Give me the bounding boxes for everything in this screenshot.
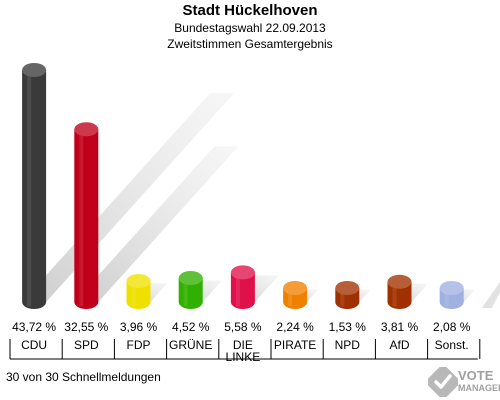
bar-cap xyxy=(387,274,412,289)
bar-highlight xyxy=(287,292,293,307)
bar xyxy=(74,129,99,310)
value-label: 2,24 % xyxy=(276,320,314,334)
logo-line-1: VOTE xyxy=(458,368,494,383)
bar-cap xyxy=(283,281,308,295)
category-label: GRÜNE xyxy=(169,338,212,352)
bar-shadow xyxy=(22,93,235,302)
bar-highlight xyxy=(392,285,397,307)
value-label: 1,53 % xyxy=(329,320,367,334)
category-label: AfD xyxy=(389,338,409,352)
bar-cap xyxy=(335,281,360,295)
bar-cap xyxy=(178,271,203,286)
bar-cap xyxy=(22,63,47,77)
logo-line-2: MANAGER xyxy=(458,383,500,393)
category-label: LINKE xyxy=(226,350,261,364)
bar-cap xyxy=(126,273,151,288)
bar-highlight xyxy=(183,282,188,307)
category-label: SPD xyxy=(74,338,99,352)
value-label: 3,96 % xyxy=(120,320,158,334)
bar-cap xyxy=(230,265,255,280)
bar-highlight xyxy=(444,292,449,307)
chart-subtitle: Bundestagswahl 22.09.2013 xyxy=(174,21,326,35)
footer-status: 30 von 30 Schnellmeldungen xyxy=(6,370,161,384)
bar-shadow xyxy=(74,146,239,302)
bar xyxy=(22,70,47,310)
bar-highlight xyxy=(131,284,136,307)
bar-highlight xyxy=(26,74,32,307)
value-label: 32,55 % xyxy=(64,320,108,334)
category-label: NPD xyxy=(335,338,361,352)
value-label: 4,52 % xyxy=(172,320,210,334)
vote-manager-logo: VOTE MANAGER xyxy=(428,366,500,398)
category-label: CDU xyxy=(21,338,47,352)
checkmark-icon xyxy=(428,367,458,397)
bar-highlight xyxy=(340,292,345,307)
value-label: 3,81 % xyxy=(381,320,419,334)
chart-title: Stadt Hückelhoven xyxy=(182,2,318,19)
bar-cap xyxy=(74,122,99,137)
value-label: 43,72 % xyxy=(12,320,56,334)
category-label: PIRATE xyxy=(274,338,316,352)
bar-highlight xyxy=(79,133,84,307)
chart-subtitle-2: Zweitstimmen Gesamtergebnis xyxy=(167,37,333,51)
category-label: DIE xyxy=(233,338,253,352)
bar-cap xyxy=(439,281,464,295)
category-label: FDP xyxy=(127,338,151,352)
category-label: Sonst. xyxy=(435,338,469,352)
value-label: 2,08 % xyxy=(433,320,471,334)
bar-highlight xyxy=(235,276,240,307)
value-label: 5,58 % xyxy=(224,320,262,334)
